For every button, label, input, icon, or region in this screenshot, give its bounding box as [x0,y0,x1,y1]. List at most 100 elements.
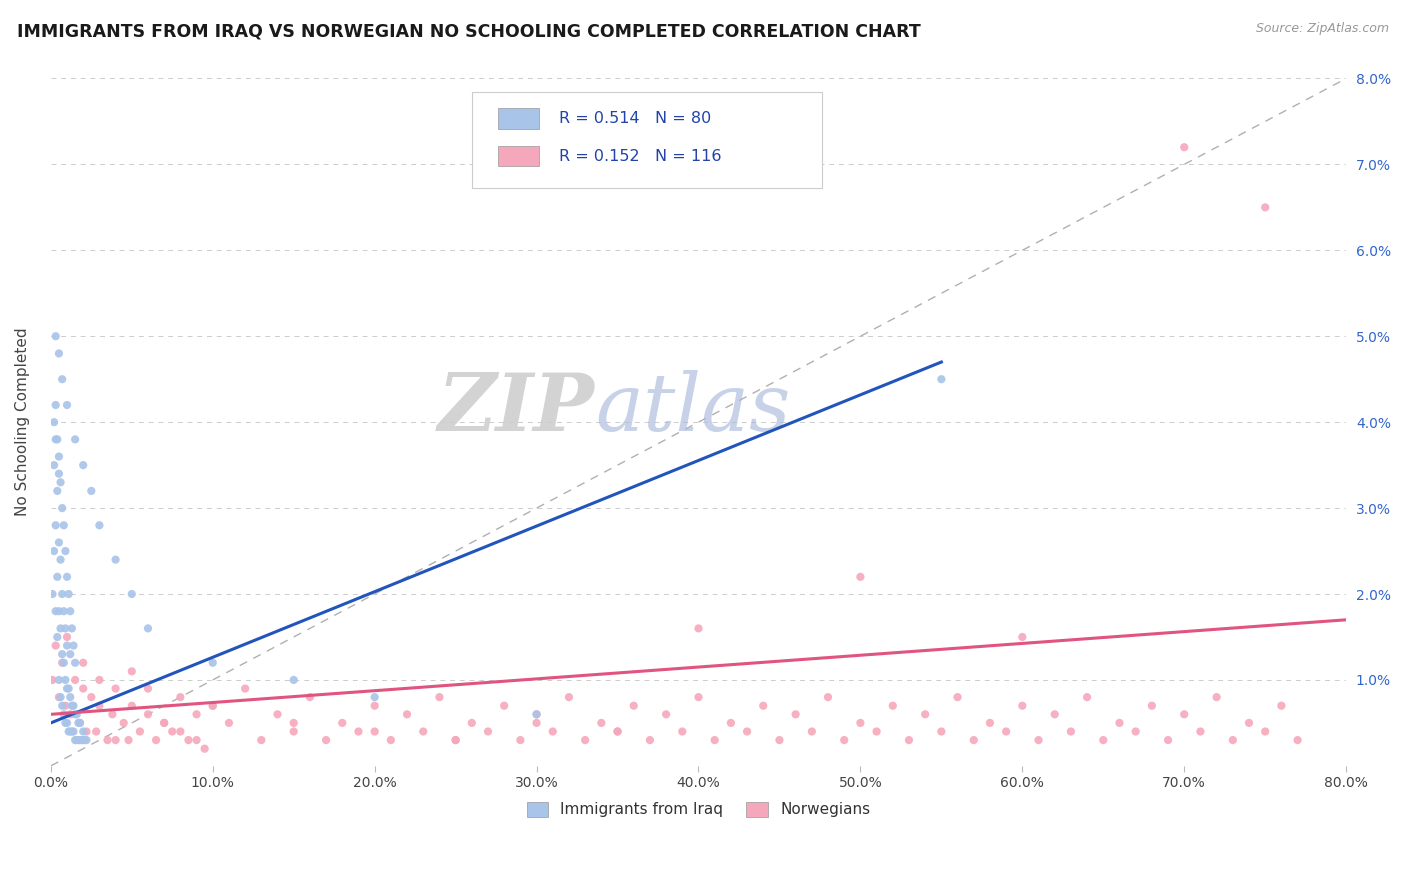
Point [51,587,73,601]
Point [979,715,1001,730]
Point [49,690,72,705]
Point [72,656,94,670]
Point [104,552,127,566]
Point [121,698,143,713]
Point [1076,690,1098,705]
Point [55,715,77,730]
Point [117,733,139,747]
Point [66,733,89,747]
Point [62,724,84,739]
Point [42,415,65,429]
Point [817,690,839,705]
Point [58,724,80,739]
Point [283,724,305,739]
Point [48,346,70,360]
Point [218,715,240,730]
Point [52,604,75,618]
Point [1173,140,1195,154]
Point [363,698,385,713]
Point [363,724,385,739]
Text: atlas: atlas [595,369,790,447]
Point [477,724,499,739]
Legend: Immigrants from Iraq, Norwegians: Immigrants from Iraq, Norwegians [520,796,876,823]
Point [89,673,111,687]
Point [48,673,70,687]
Point [671,724,693,739]
Point [63,433,86,447]
Point [80,483,103,498]
Point [283,715,305,730]
Point [48,450,70,464]
Point [59,647,82,661]
Point [1205,690,1227,705]
Point [45,398,67,412]
Point [48,604,70,618]
Point [72,733,94,747]
Point [63,656,86,670]
Point [201,698,224,713]
Point [70,733,93,747]
Point [59,707,82,722]
Point [1254,724,1277,739]
Point [444,733,467,747]
Point [800,724,823,739]
Point [51,698,73,713]
Text: R = 0.514   N = 80: R = 0.514 N = 80 [558,111,711,126]
Point [186,707,208,722]
Point [46,433,69,447]
Point [509,733,531,747]
Point [1011,630,1033,644]
Point [720,715,742,730]
Text: Source: ZipAtlas.com: Source: ZipAtlas.com [1256,22,1389,36]
Point [52,707,75,722]
Point [785,707,807,722]
Point [51,372,73,386]
Point [75,733,97,747]
Point [233,681,256,696]
Point [380,733,402,747]
Point [56,681,79,696]
Point [80,690,103,705]
Point [541,724,564,739]
Point [363,690,385,705]
Point [63,733,86,747]
Point [56,639,79,653]
Point [69,715,91,730]
Point [606,724,628,739]
Point [655,707,678,722]
Point [75,724,97,739]
Point [121,665,143,679]
Point [128,724,150,739]
Point [48,690,70,705]
Point [412,724,434,739]
Point [84,724,107,739]
Point [574,733,596,747]
Point [41,673,63,687]
FancyBboxPatch shape [498,146,538,167]
Point [59,604,82,618]
Point [162,724,184,739]
Point [1222,733,1244,747]
Point [330,715,353,730]
Point [55,698,77,713]
Point [995,724,1018,739]
Text: ZIP: ZIP [439,369,595,447]
Point [46,630,69,644]
Point [1189,724,1212,739]
Point [461,715,484,730]
Point [45,433,67,447]
Point [606,724,628,739]
Point [66,707,89,722]
Point [250,733,273,747]
Point [101,707,124,722]
Point [58,587,80,601]
Point [832,733,855,747]
Point [60,621,83,635]
Point [63,707,86,722]
Point [1157,733,1180,747]
Point [121,587,143,601]
Point [136,707,159,722]
Point [67,733,90,747]
Point [51,656,73,670]
Point [768,733,790,747]
